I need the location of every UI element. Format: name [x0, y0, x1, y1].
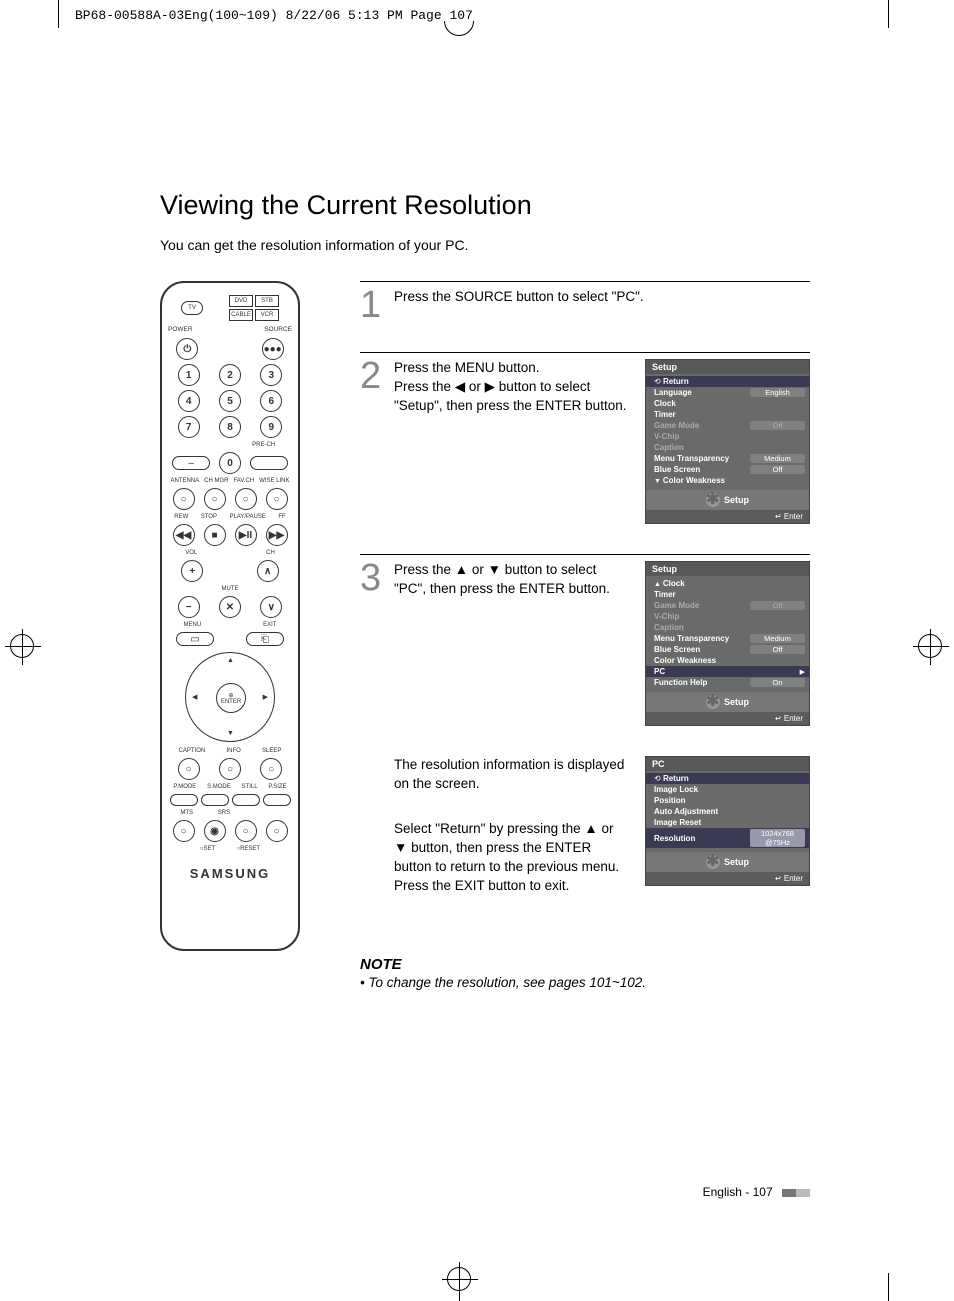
step-number: 1	[360, 288, 384, 322]
cropmark	[888, 1273, 889, 1301]
page-number: English - 107	[703, 1185, 773, 1199]
crop-header: BP68-00588A-03Eng(100~109) 8/22/06 5:13 …	[75, 8, 473, 23]
note-section: NOTE • To change the resolution, see pag…	[360, 956, 810, 990]
step-text: Press the ▲ or ▼ button to select "PC", …	[394, 561, 635, 599]
page-footer: English - 107	[703, 1185, 810, 1200]
osd-setup-1: Setup⟲ ReturnLanguageEnglishClockTimerGa…	[645, 359, 810, 524]
remote-illustration: TV DVDSTB CABLEVCR POWERSOURCE⏻●●●123456…	[160, 281, 300, 951]
note-text: • To change the resolution, see pages 10…	[360, 975, 810, 990]
step-text: Press the SOURCE button to select "PC".	[394, 288, 810, 307]
registration-mark	[10, 634, 34, 658]
osd-pc: PC⟲ ReturnImage LockPositionAuto Adjustm…	[645, 756, 810, 886]
steps: 1 Press the SOURCE button to select "PC"…	[360, 281, 810, 990]
step-3: 3 Press the ▲ or ▼ button to select "PC"…	[360, 561, 810, 726]
registration-mark	[447, 1267, 471, 1291]
step-2: 2 Press the MENU button.Press the ◀ or ▶…	[360, 359, 810, 524]
step-4: The resolution information is displayed …	[360, 756, 810, 895]
cropmark	[58, 0, 59, 28]
step-text-p2: Select "Return" by pressing the ▲ or ▼ b…	[394, 820, 627, 896]
cropmark	[888, 0, 889, 28]
registration-mark	[918, 634, 942, 658]
note-title: NOTE	[360, 956, 810, 973]
page-content: Viewing the Current Resolution You can g…	[160, 190, 810, 990]
osd-setup-2: Setup▲ ClockTimerGame ModeOffV-ChipCapti…	[645, 561, 810, 726]
intro-text: You can get the resolution information o…	[160, 237, 810, 253]
step-text: Press the MENU button.Press the ◀ or ▶ b…	[394, 359, 635, 416]
step-1: 1 Press the SOURCE button to select "PC"…	[360, 288, 810, 322]
page-title: Viewing the Current Resolution	[160, 190, 810, 221]
step-number: 3	[360, 561, 384, 595]
step-number: 2	[360, 359, 384, 393]
step-text-p1: The resolution information is displayed …	[394, 756, 627, 794]
step-text: The resolution information is displayed …	[394, 756, 635, 895]
